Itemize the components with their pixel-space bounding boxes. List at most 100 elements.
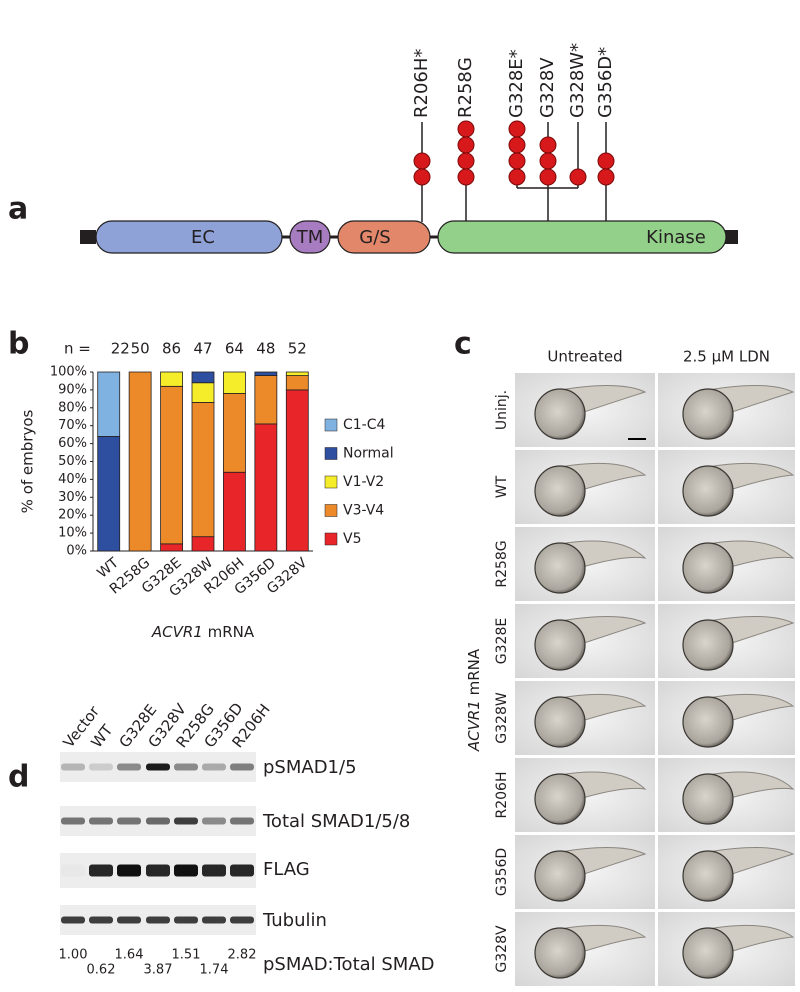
y-tick-label: 70%	[58, 418, 87, 433]
bar-segment	[254, 375, 278, 425]
blot-label: pSMAD1/5	[263, 757, 357, 778]
mutation-dot	[457, 120, 475, 138]
band	[117, 763, 141, 771]
mutation-label: R258G	[455, 57, 476, 118]
embryo-yolk	[534, 850, 586, 902]
band	[117, 916, 141, 924]
y-tick-label: 80%	[58, 400, 87, 415]
mutation-dot	[539, 136, 557, 154]
legend-swatch	[324, 504, 338, 517]
band	[146, 864, 170, 877]
ratio: 3.87	[144, 963, 173, 978]
mutation-dot	[508, 136, 526, 154]
legend-label: V1-V2	[343, 474, 384, 490]
band	[117, 864, 141, 877]
ratio: 1.74	[200, 963, 229, 978]
x-axis-label-gene: ACVR1	[151, 623, 203, 641]
band	[202, 763, 226, 771]
panel-letter: b	[8, 327, 29, 362]
mutation-label: G328E*	[506, 49, 527, 118]
ratio: 1.00	[59, 948, 88, 963]
n-label: 50	[131, 340, 150, 358]
side-label-rest: mRNA	[465, 648, 483, 695]
band	[174, 817, 198, 825]
embryo-yolk	[534, 388, 586, 440]
domain	[437, 220, 727, 254]
blot-label: Total SMAD1/5/8	[262, 811, 410, 832]
y-tick-label: 90%	[58, 382, 87, 397]
side-label: ACVR1 mRNA	[465, 648, 483, 752]
row-label: WT	[494, 475, 510, 498]
bar-segment	[254, 423, 278, 552]
bar-segment	[285, 375, 309, 391]
legend-swatch	[324, 418, 338, 432]
x-axis-label: ACVR1 mRNA	[151, 623, 255, 641]
row-label: R258G	[494, 540, 510, 587]
panel-letter: d	[8, 760, 29, 795]
ratio: 1.51	[172, 948, 201, 963]
domain-label: EC	[191, 227, 215, 248]
band	[146, 763, 170, 771]
mutation-dot	[508, 120, 526, 138]
mutation-dot	[569, 168, 587, 186]
mutation-label: R206H*	[411, 49, 432, 118]
y-tick-label: 40%	[58, 472, 87, 487]
band	[61, 817, 85, 825]
bar-segment	[160, 543, 183, 552]
side-label-gene: ACVR1	[465, 700, 483, 752]
embryo-yolk	[534, 619, 586, 671]
bar-segment	[285, 389, 309, 552]
bar-segment	[191, 536, 215, 552]
band	[61, 916, 85, 924]
y-tick-label: 30%	[58, 490, 87, 505]
row-label: G328W	[494, 692, 510, 744]
mutation-dot	[457, 136, 475, 154]
y-tick-label: 60%	[58, 436, 87, 451]
n-label: 52	[288, 340, 307, 358]
bar-segment	[97, 436, 121, 552]
embryo-yolk	[534, 927, 586, 979]
domain	[289, 220, 331, 254]
legend-swatch	[324, 475, 338, 489]
column-header: 2.5 μM LDN	[683, 348, 770, 366]
band	[202, 916, 226, 924]
legend-label: Normal	[343, 446, 394, 462]
band	[230, 864, 254, 877]
legend-label: V3-V4	[343, 503, 384, 519]
row-label: R206H	[494, 772, 510, 819]
domain-label: G/S	[359, 227, 390, 248]
embryo-yolk	[534, 773, 586, 825]
embryo-yolk	[682, 773, 734, 825]
mutation-dot	[413, 152, 431, 170]
band	[89, 763, 113, 771]
row-label: G328E	[494, 618, 510, 664]
mutation-dot	[597, 152, 615, 170]
n-label: 47	[193, 340, 212, 358]
embryo-yolk	[534, 465, 586, 517]
mutation-dot	[457, 152, 475, 170]
blot-label: Tubulin	[262, 910, 327, 931]
embryo-yolk	[682, 927, 734, 979]
embryo-yolk	[682, 465, 734, 517]
embryo-yolk	[682, 696, 734, 748]
domain	[95, 220, 283, 254]
domain-label: Kinase	[646, 227, 706, 248]
band	[174, 916, 198, 924]
band	[89, 916, 113, 924]
domain	[337, 220, 431, 254]
panel-letter: c	[454, 327, 472, 362]
n-label: 86	[162, 340, 181, 358]
bar-segment	[254, 371, 278, 376]
y-tick-label: 20%	[58, 508, 87, 523]
band	[202, 864, 226, 877]
band	[174, 864, 198, 877]
terminus	[724, 230, 738, 244]
embryo-yolk	[682, 388, 734, 440]
bar-segment	[223, 371, 246, 394]
n-label: 64	[225, 340, 244, 358]
embryo-yolk	[534, 542, 586, 594]
x-axis-label-rest: mRNA	[208, 623, 255, 641]
band	[202, 817, 226, 825]
embryo-yolk	[534, 696, 586, 748]
